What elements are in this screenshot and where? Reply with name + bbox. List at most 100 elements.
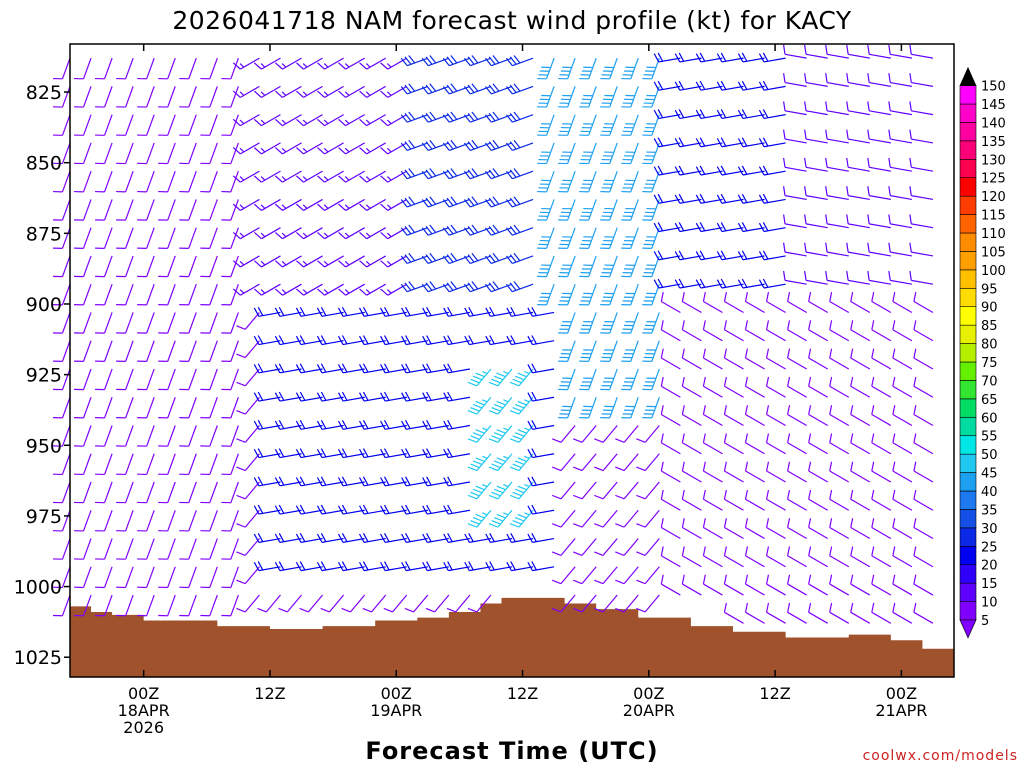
barb-staff: [766, 527, 786, 540]
barb-staff: [892, 329, 913, 342]
barb-staff: [724, 470, 744, 483]
wind-barb: [221, 142, 239, 165]
barb-feather: [467, 494, 478, 500]
wind-barb: [316, 533, 344, 543]
wind-barb: [221, 538, 239, 560]
wind-barb: [95, 199, 113, 221]
barb-feather: [317, 288, 325, 296]
barb-staff: [244, 538, 260, 556]
barb-staff: [512, 227, 534, 236]
wind-barb: [558, 312, 576, 334]
barb-feather: [496, 457, 506, 462]
barb-staff: [848, 251, 870, 257]
wind-barb: [537, 283, 555, 306]
barb-staff: [745, 329, 765, 342]
barb-feather: [257, 504, 264, 514]
wind-barb: [421, 224, 450, 236]
barb-feather: [401, 448, 407, 458]
wind-barb: [274, 391, 302, 402]
x-tick-label: 18APR: [118, 701, 170, 720]
wind-barb: [95, 312, 113, 334]
barb-staff: [766, 583, 786, 596]
barb-staff: [787, 442, 807, 455]
wind-barb: [278, 594, 302, 613]
barb-feather: [723, 376, 727, 387]
barb-staff: [188, 368, 197, 390]
barb-feather: [758, 138, 765, 148]
barb-feather: [447, 419, 453, 429]
wind-barb: [723, 489, 744, 511]
barb-half-feather: [524, 512, 530, 516]
wind-barb: [337, 391, 365, 402]
barb-feather: [317, 118, 325, 127]
barb-staff: [125, 283, 134, 306]
wind-barb: [787, 320, 807, 342]
barb-staff: [850, 329, 871, 342]
wind-barb: [52, 114, 71, 136]
wind-barb: [506, 561, 534, 572]
wind-barb: [892, 348, 913, 370]
barb-half-feather: [281, 232, 287, 238]
wind-barb: [850, 602, 871, 624]
wind-barb: [200, 114, 218, 136]
barb-feather: [383, 306, 390, 316]
barb-staff: [167, 566, 176, 588]
wind-barb: [200, 170, 218, 193]
barb-staff: [630, 114, 639, 136]
barb-feather: [401, 307, 407, 317]
barb-half-feather: [260, 289, 266, 294]
barb-staff: [104, 255, 113, 277]
barb-staff: [146, 481, 155, 503]
wind-barb: [463, 196, 492, 208]
wind-barb: [642, 57, 660, 80]
wind-barb: [829, 518, 850, 540]
barb-feather: [702, 405, 706, 415]
barb-staff: [892, 357, 913, 370]
barb-staff: [602, 538, 618, 556]
wind-barb: [829, 405, 850, 427]
wind-barb: [236, 425, 260, 443]
barb-feather: [913, 461, 917, 472]
credit-link[interactable]: coolwx.com/models: [863, 748, 1018, 764]
barb-staff: [871, 470, 892, 483]
barb-staff: [644, 566, 660, 585]
barb-feather: [825, 157, 828, 168]
barb-feather: [636, 438, 646, 443]
wind-barb: [232, 114, 260, 127]
wind-barb: [892, 518, 913, 540]
barb-feather: [467, 410, 478, 415]
wind-barb: [137, 594, 155, 617]
barb-staff: [871, 527, 892, 540]
barb-feather: [447, 363, 453, 373]
wind-barb: [253, 306, 281, 317]
barb-feather: [657, 52, 664, 62]
barb-feather: [573, 551, 583, 556]
barb-feather: [846, 186, 849, 196]
barb-feather: [408, 224, 416, 233]
wind-barb: [660, 433, 681, 455]
barb-feather: [509, 226, 517, 235]
wind-barb: [702, 405, 723, 427]
barb-staff: [345, 255, 365, 268]
barb-staff: [82, 255, 92, 277]
barb-feather: [527, 561, 533, 571]
wind-barb: [804, 186, 828, 201]
wind-barb: [913, 489, 934, 511]
barb-feather: [723, 546, 727, 556]
barb-feather: [257, 533, 264, 542]
barb-feather: [765, 518, 770, 528]
barb-staff: [829, 527, 850, 540]
barb-staff: [784, 110, 807, 116]
barb-staff: [703, 413, 723, 427]
barb-half-feather: [281, 289, 287, 294]
barb-feather: [850, 574, 854, 585]
y-tick-label: 950: [26, 435, 62, 457]
wind-barb: [558, 227, 576, 249]
barb-feather: [464, 335, 470, 345]
wind-barb: [867, 101, 891, 116]
wind-barb: [236, 481, 260, 500]
barb-feather: [447, 448, 453, 458]
barb-feather: [404, 607, 414, 613]
barb-staff: [892, 583, 913, 596]
